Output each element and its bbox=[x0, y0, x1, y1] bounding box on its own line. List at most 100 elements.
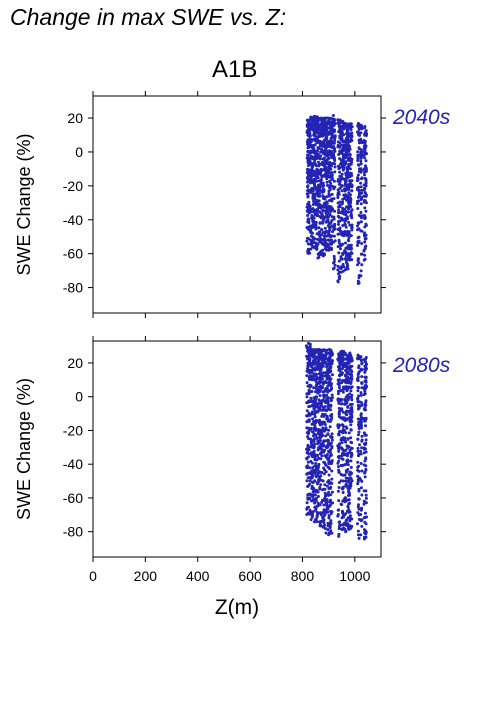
data-point bbox=[328, 420, 332, 423]
data-point bbox=[310, 499, 313, 503]
data-point bbox=[325, 453, 329, 457]
data-point bbox=[363, 191, 367, 195]
data-point bbox=[325, 195, 329, 199]
data-point bbox=[364, 244, 368, 248]
data-point bbox=[349, 436, 353, 440]
data-point bbox=[350, 228, 354, 232]
data-point bbox=[306, 464, 309, 468]
data-point bbox=[310, 453, 314, 457]
data-point bbox=[312, 400, 316, 404]
data-point bbox=[313, 366, 317, 370]
data-point bbox=[317, 118, 320, 122]
data-point bbox=[323, 380, 327, 384]
data-point bbox=[345, 233, 349, 237]
data-point bbox=[341, 269, 345, 273]
data-point bbox=[316, 468, 320, 472]
data-point bbox=[348, 179, 352, 183]
data-point bbox=[306, 242, 310, 246]
data-point bbox=[331, 114, 335, 117]
data-point bbox=[320, 372, 324, 376]
data-point bbox=[341, 491, 345, 494]
data-point bbox=[349, 128, 353, 132]
data-point bbox=[356, 396, 360, 400]
data-point bbox=[344, 387, 348, 391]
data-point bbox=[311, 495, 315, 499]
data-point bbox=[313, 120, 317, 124]
data-point bbox=[343, 351, 347, 355]
data-point bbox=[325, 172, 328, 176]
data-point bbox=[336, 279, 340, 283]
data-point bbox=[346, 405, 350, 408]
x-tick-label: 400 bbox=[186, 568, 210, 584]
data-point bbox=[314, 475, 318, 479]
data-point bbox=[356, 357, 360, 361]
data-point bbox=[308, 496, 311, 500]
data-point bbox=[356, 465, 360, 469]
data-point bbox=[356, 156, 360, 160]
data-point bbox=[348, 480, 352, 484]
data-point bbox=[363, 253, 367, 257]
data-point bbox=[337, 534, 341, 538]
data-point bbox=[359, 462, 363, 465]
data-point bbox=[364, 375, 368, 379]
data-point bbox=[312, 488, 316, 492]
data-point bbox=[305, 374, 309, 378]
data-point bbox=[316, 454, 320, 458]
data-point bbox=[324, 434, 328, 438]
data-point bbox=[320, 120, 324, 124]
data-point bbox=[318, 215, 322, 218]
data-point bbox=[345, 426, 349, 430]
data-point bbox=[328, 193, 332, 197]
data-point bbox=[329, 441, 333, 445]
data-point bbox=[323, 232, 327, 235]
data-point bbox=[331, 501, 335, 505]
data-point bbox=[337, 386, 341, 390]
data-point bbox=[342, 163, 346, 167]
data-point bbox=[332, 197, 336, 201]
data-point bbox=[321, 386, 324, 390]
data-point bbox=[349, 459, 353, 463]
y-tick-label: -60 bbox=[63, 246, 83, 262]
data-point bbox=[313, 197, 317, 201]
data-point bbox=[364, 493, 368, 497]
data-point bbox=[337, 167, 341, 171]
data-point bbox=[359, 391, 363, 395]
data-point bbox=[325, 177, 329, 181]
data-point bbox=[336, 140, 340, 144]
data-point bbox=[344, 179, 348, 183]
data-point bbox=[344, 156, 347, 160]
data-point bbox=[357, 489, 361, 493]
data-point bbox=[340, 447, 344, 451]
data-point bbox=[348, 417, 352, 421]
data-point bbox=[329, 403, 333, 407]
data-point bbox=[349, 465, 353, 469]
data-point bbox=[329, 238, 333, 242]
data-point bbox=[311, 181, 315, 185]
data-point bbox=[317, 478, 321, 482]
data-point bbox=[326, 492, 330, 496]
data-point bbox=[332, 254, 336, 258]
data-point bbox=[329, 399, 333, 403]
data-point bbox=[328, 523, 332, 527]
data-point bbox=[336, 164, 340, 168]
data-point bbox=[343, 268, 347, 272]
data-point bbox=[356, 449, 360, 453]
data-point bbox=[343, 160, 347, 164]
panel-label-2040s: 2040s bbox=[393, 106, 451, 129]
data-point bbox=[349, 454, 353, 458]
data-point bbox=[309, 384, 313, 388]
data-point bbox=[312, 137, 316, 141]
data-point bbox=[359, 508, 363, 512]
data-point bbox=[327, 361, 331, 365]
data-point bbox=[343, 211, 347, 215]
data-point bbox=[322, 395, 326, 399]
data-point bbox=[307, 452, 311, 456]
data-point bbox=[344, 147, 348, 151]
data-point bbox=[360, 242, 364, 245]
data-point bbox=[356, 437, 360, 441]
data-point bbox=[356, 224, 359, 228]
data-point bbox=[337, 368, 341, 372]
data-point bbox=[337, 465, 340, 469]
data-point bbox=[336, 513, 340, 516]
